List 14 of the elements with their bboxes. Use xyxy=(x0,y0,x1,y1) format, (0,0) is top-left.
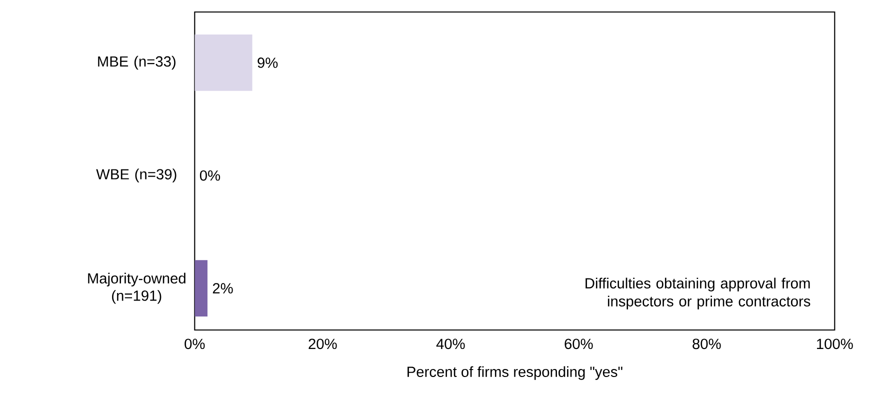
x-tick-label: 20% xyxy=(308,338,337,350)
x-tick-label: 0% xyxy=(184,338,205,350)
data-label: 0% xyxy=(200,170,220,181)
x-tick-label: 40% xyxy=(436,338,465,350)
x-tick-label: 60% xyxy=(564,338,593,350)
data-label: 9% xyxy=(258,58,278,68)
y-tick-label: Majority-owned (n=191) xyxy=(88,272,186,304)
x-axis-title: Percent of firms responding "yes" xyxy=(408,366,622,380)
x-tick-label: 80% xyxy=(692,338,721,350)
x-tick-label: 100% xyxy=(817,338,853,350)
y-tick-label: WBE (n=39) xyxy=(96,168,176,182)
y-tick-label: MBE (n=33) xyxy=(98,56,176,70)
data-label: 2% xyxy=(212,283,233,294)
annotation: Difficulties obtaining approval from inspectors or prime contractors xyxy=(586,278,810,310)
